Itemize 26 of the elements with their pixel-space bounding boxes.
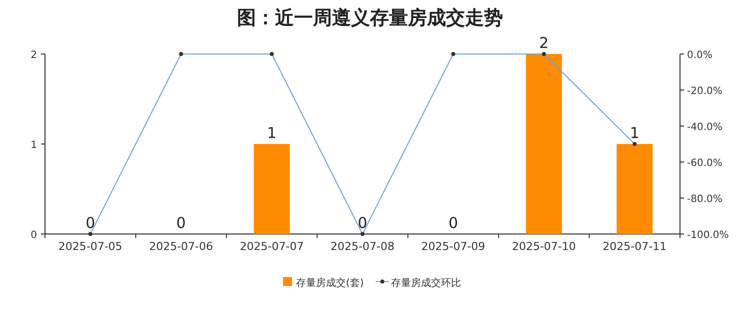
x-tick-label: 2025-07-05 (58, 240, 122, 253)
data-label: 2 (539, 34, 549, 52)
data-label: 1 (267, 124, 277, 142)
data-label: 0 (86, 214, 96, 232)
x-tick-label: 2025-07-06 (149, 240, 214, 253)
data-label: 1 (630, 124, 640, 142)
y2-tick-label: -100.0% (687, 230, 729, 241)
data-label: 0 (448, 214, 458, 232)
y2-tick-label: -40.0% (687, 122, 722, 133)
y-tick-label: 2 (30, 50, 37, 61)
y2-tick-label: -60.0% (687, 158, 722, 169)
x-tick-label: 2025-07-11 (602, 240, 667, 253)
x-tick-label: 2025-07-07 (240, 240, 304, 253)
y-tick-label: 0 (30, 230, 37, 241)
chart-title: 图：近一周遵义存量房成交走势 (237, 7, 503, 29)
y2-tick-label: -80.0% (687, 194, 722, 205)
y-tick-label: 1 (30, 140, 37, 151)
data-label: 0 (176, 214, 186, 232)
x-tick-label: 2025-07-08 (330, 240, 394, 253)
x-tick-label: 2025-07-10 (512, 240, 576, 253)
data-label: 0 (358, 214, 368, 232)
legend-label: 存量房成交环比 (390, 277, 461, 289)
legend-label: 存量房成交(套) (296, 277, 364, 289)
y2-tick-label: 0.0% (687, 50, 712, 61)
x-tick-label: 2025-07-09 (421, 240, 486, 253)
y2-tick-label: -20.0% (687, 86, 722, 97)
